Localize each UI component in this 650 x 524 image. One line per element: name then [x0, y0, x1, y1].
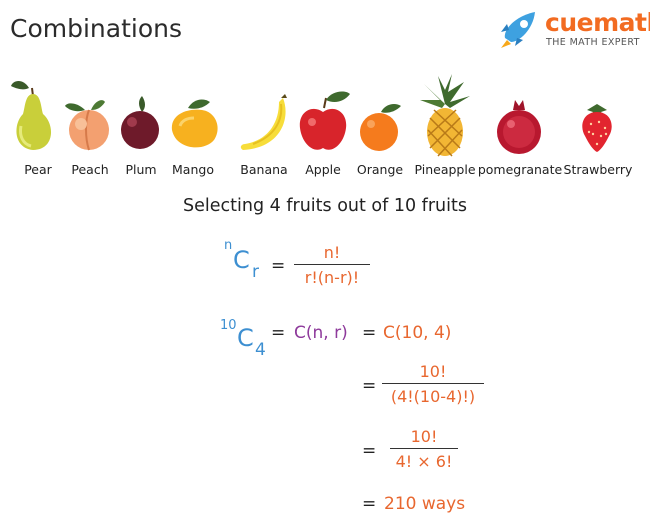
fruit-orange: Orange: [345, 74, 415, 184]
plum-icon: [121, 96, 159, 149]
step1-denominator: (4!(10-4)!): [390, 387, 476, 406]
fruit-pineapple: Pineapple: [410, 74, 480, 184]
calc-equals-4: =: [362, 441, 377, 461]
formula-c: C: [233, 246, 250, 274]
fraction-bar: [294, 264, 370, 265]
fruit-label: Orange: [356, 162, 404, 177]
step2-numerator: 10!: [410, 427, 438, 446]
orange-icon: [360, 104, 401, 151]
banana-icon: [240, 94, 287, 150]
formula-n: n: [224, 238, 233, 253]
subtitle: Selecting 4 fruits out of 10 fruits: [183, 196, 467, 216]
page-title: Combinations: [10, 14, 182, 43]
fruit-label: Peach: [71, 162, 109, 177]
calc-equals-3: =: [362, 376, 377, 396]
fruit-plum: Plum: [106, 74, 176, 184]
fruit-strawberry: Strawberry: [563, 74, 633, 184]
fruit-label: Banana: [240, 162, 288, 177]
pomegranate-icon: [497, 100, 541, 154]
fruit-label: Strawberry: [563, 162, 633, 177]
calc-general: C(n, r): [294, 323, 348, 343]
fraction-bar: [390, 448, 458, 449]
brand-name: cuemath: [545, 8, 650, 37]
fraction-bar: [382, 383, 484, 384]
formula-equals: =: [271, 256, 286, 276]
fruit-banana: Banana: [229, 74, 299, 184]
pear-icon: [11, 81, 52, 150]
mango-icon: [171, 99, 218, 148]
fruit-mango: Mango: [158, 74, 228, 184]
fruit-pear: Pear: [3, 74, 73, 184]
fruit-pomegranate: pomegranate: [478, 74, 562, 184]
calc-equals-5: =: [362, 494, 377, 514]
step2-denominator: 4! × 6!: [395, 452, 453, 471]
fruit-label: Pear: [24, 162, 52, 177]
fruit-label: Mango: [172, 162, 214, 177]
calc-n: 10: [220, 318, 237, 333]
fruit-label: Pineapple: [414, 162, 476, 177]
calc-c: C: [237, 324, 254, 352]
calc-specific: C(10, 4): [383, 323, 452, 343]
calc-r: 4: [255, 340, 266, 360]
apple-icon: [299, 91, 350, 150]
fruit-label: Apple: [305, 162, 341, 177]
calc-equals-2: =: [362, 323, 377, 343]
calc-step1-fraction: 10! (4!(10-4)!): [382, 362, 484, 406]
rocket-icon: [501, 12, 535, 48]
fruit-peach: Peach: [55, 74, 125, 184]
step1-numerator: 10!: [419, 362, 447, 381]
formula-denominator: r!(n-r)!: [304, 268, 360, 287]
formula-fraction: n! r!(n-r)!: [294, 243, 370, 287]
formula-numerator: n!: [323, 243, 341, 262]
peach-icon: [65, 100, 109, 151]
strawberry-icon: [582, 104, 612, 152]
fruit-label: pomegranate: [477, 162, 563, 177]
formula-r: r: [252, 262, 259, 282]
cuemath-logo: cuemath THE MATH EXPERT: [495, 6, 650, 50]
pineapple-icon: [420, 74, 470, 157]
calc-step2-fraction: 10! 4! × 6!: [390, 427, 458, 471]
calc-result: 210 ways: [384, 494, 466, 514]
fruit-label: Plum: [125, 162, 157, 177]
brand-tagline: THE MATH EXPERT: [546, 37, 640, 48]
calc-equals-1: =: [271, 323, 286, 343]
fruit-apple: Apple: [288, 74, 358, 184]
